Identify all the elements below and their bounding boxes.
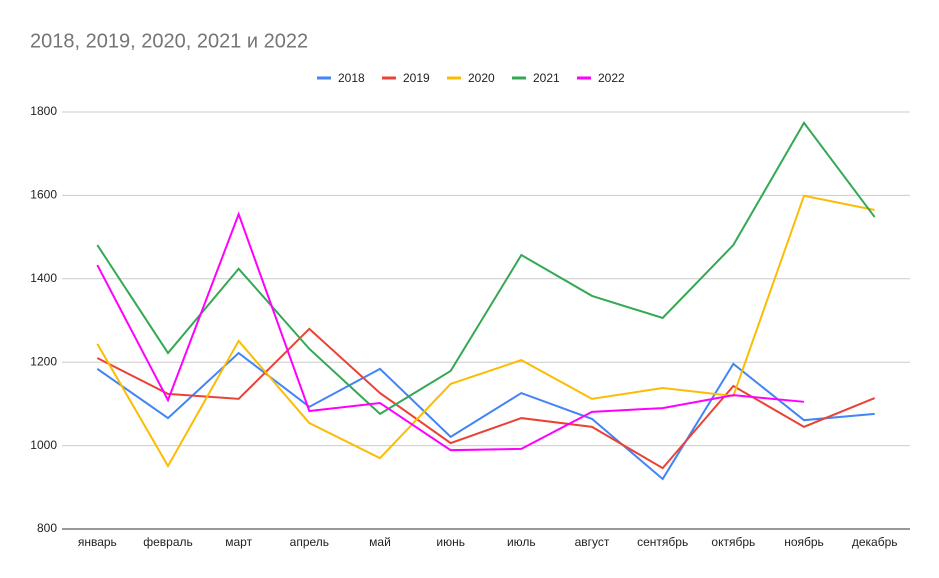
legend-label: 2018 — [338, 71, 365, 85]
series-line — [96, 121, 876, 416]
x-tick-label: февраль — [143, 535, 193, 549]
y-tick-label: 800 — [37, 521, 57, 535]
y-tick-label: 1200 — [30, 354, 57, 368]
y-tick-label: 1600 — [30, 188, 57, 202]
x-tick-label: октябрь — [711, 535, 755, 549]
chart-title: 2018, 2019, 2020, 2021 и 2022 — [30, 30, 308, 52]
series-line — [96, 327, 876, 470]
x-tick-label: август — [575, 535, 610, 549]
y-tick-label: 1000 — [30, 438, 57, 452]
y-tick-label: 1800 — [30, 104, 57, 118]
x-tick-label: июль — [507, 535, 536, 549]
series-line — [96, 351, 875, 481]
x-tick-label: июнь — [436, 535, 465, 549]
x-tick-label: ноябрь — [784, 535, 824, 549]
x-tick-label: декабрь — [852, 535, 898, 549]
legend-label: 2021 — [533, 71, 560, 85]
x-tick-label: январь — [78, 535, 117, 549]
x-tick-label: март — [225, 535, 252, 549]
series-line — [96, 211, 805, 452]
legend-label: 2019 — [403, 71, 430, 85]
x-tick-label: апрель — [290, 535, 329, 549]
legend-label: 2020 — [468, 71, 495, 85]
legend-label: 2022 — [598, 71, 625, 85]
x-tick-label: сентябрь — [637, 535, 688, 549]
x-tick-label: май — [369, 535, 391, 549]
series-line — [96, 194, 875, 469]
y-tick-label: 1400 — [30, 271, 57, 285]
